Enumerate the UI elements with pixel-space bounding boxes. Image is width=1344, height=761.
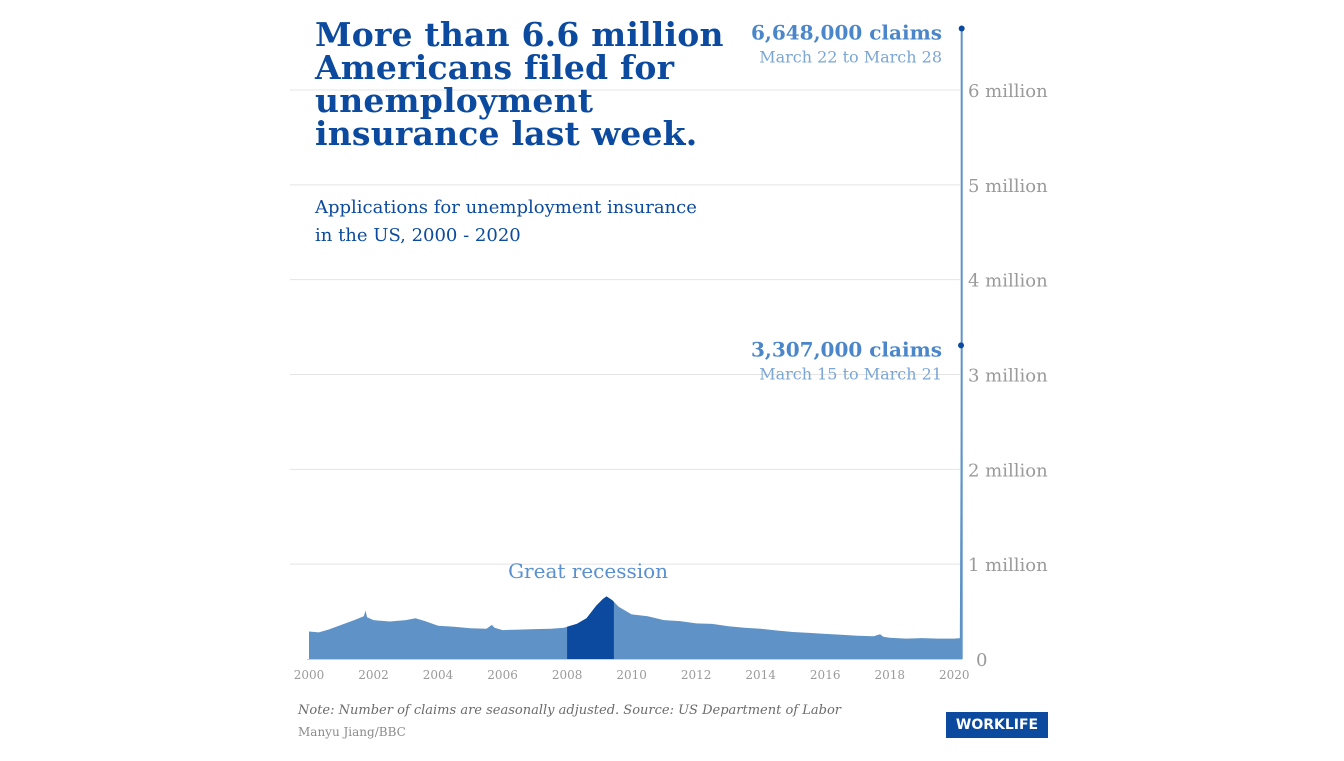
x-tick-label: 2002 bbox=[358, 668, 389, 682]
x-tick-label: 2014 bbox=[745, 668, 776, 682]
author-credit: Manyu Jiang/BBC bbox=[298, 725, 406, 739]
x-tick-label: 2016 bbox=[810, 668, 841, 682]
y-tick-label: 4 million bbox=[968, 271, 1048, 292]
spike-value-label: 3,307,000 claims bbox=[751, 337, 942, 361]
x-tick-label: 2008 bbox=[552, 668, 583, 682]
x-tick-label: 2020 bbox=[939, 668, 970, 682]
spike-marker-mid bbox=[958, 342, 965, 349]
subtitle-line-1: Applications for unemployment insurance bbox=[315, 197, 697, 218]
x-tick-label: 2010 bbox=[616, 668, 647, 682]
y-tick-label: 3 million bbox=[968, 366, 1048, 387]
annotation-layer: 6,648,000 claims March 22 to March 28 3,30… bbox=[508, 21, 942, 583]
x-axis: 2000 2002 2004 2006 2008 2010 2012 2014 2016 2018… bbox=[294, 668, 970, 682]
y-tick-label: 5 million bbox=[968, 176, 1048, 197]
recession-label: Great recession bbox=[508, 559, 668, 583]
y-tick-label: 6 million bbox=[968, 81, 1048, 102]
spike-layer bbox=[958, 25, 965, 659]
x-tick-label: 2000 bbox=[294, 668, 325, 682]
area-layer bbox=[307, 596, 962, 660]
y-tick-label: 0 bbox=[976, 650, 987, 671]
spike-marker-top bbox=[958, 25, 965, 32]
source-note: Note: Number of claims are seasonally ad… bbox=[298, 703, 841, 718]
spike-date-label: March 22 to March 28 bbox=[759, 48, 942, 67]
chart-subtitle: Applications for unemployment insurance … bbox=[315, 194, 735, 250]
worklife-logo[interactable]: WORKLIFE bbox=[946, 712, 1048, 738]
grid-layer bbox=[290, 89, 960, 565]
spike-date-label: March 15 to March 21 bbox=[759, 364, 942, 383]
x-tick-label: 2018 bbox=[874, 668, 905, 682]
chart-title: More than 6.6 million Americans filed fo… bbox=[315, 15, 724, 153]
subtitle-line-2: in the US, 2000 - 2020 bbox=[315, 225, 521, 246]
x-tick-label: 2006 bbox=[487, 668, 518, 682]
recession-area bbox=[567, 596, 614, 659]
y-tick-label: 2 million bbox=[968, 460, 1048, 481]
spike-value-label: 6,648,000 claims bbox=[751, 21, 942, 45]
y-tick-label: 1 million bbox=[968, 555, 1048, 576]
x-tick-label: 2012 bbox=[681, 668, 712, 682]
x-tick-label: 2004 bbox=[423, 668, 454, 682]
claims-area bbox=[309, 596, 961, 659]
y-axis: 0 1 million 2 million 3 million 4 million 5 m… bbox=[968, 81, 1048, 671]
